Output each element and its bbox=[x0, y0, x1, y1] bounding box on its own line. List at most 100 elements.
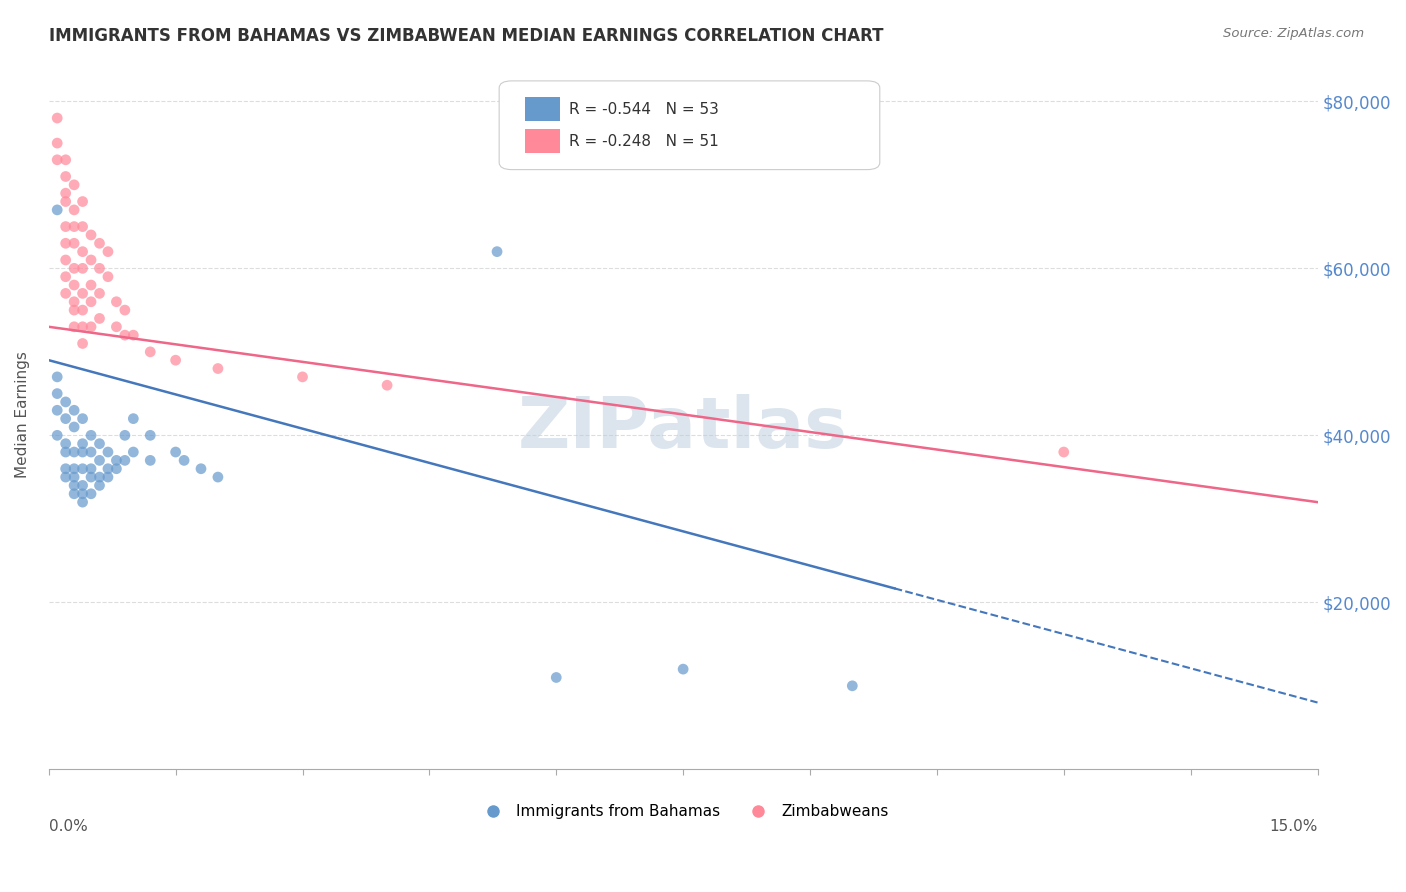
Point bbox=[55, 461, 77, 475]
Point bbox=[55, 436, 77, 450]
Point bbox=[72, 336, 94, 351]
Point bbox=[63, 261, 86, 276]
Point bbox=[46, 428, 69, 442]
Point bbox=[89, 436, 111, 450]
Point bbox=[72, 286, 94, 301]
Point bbox=[114, 303, 136, 318]
Point bbox=[97, 470, 120, 484]
Point bbox=[105, 319, 128, 334]
Bar bbox=[524, 97, 560, 121]
Text: R = -0.248   N = 51: R = -0.248 N = 51 bbox=[569, 134, 718, 149]
Point bbox=[80, 445, 103, 459]
Point bbox=[63, 202, 86, 217]
Point bbox=[89, 261, 111, 276]
Text: 0.0%: 0.0% bbox=[49, 819, 87, 834]
Point bbox=[55, 411, 77, 425]
Point bbox=[80, 278, 103, 293]
Point bbox=[80, 461, 103, 475]
Point bbox=[89, 286, 111, 301]
Point bbox=[55, 445, 77, 459]
Point bbox=[46, 370, 69, 384]
Point bbox=[46, 136, 69, 150]
Point bbox=[122, 445, 145, 459]
Point bbox=[72, 478, 94, 492]
Point bbox=[72, 487, 94, 501]
Point bbox=[55, 395, 77, 409]
Point bbox=[89, 478, 111, 492]
Point bbox=[63, 294, 86, 309]
Point bbox=[89, 453, 111, 467]
Point bbox=[80, 227, 103, 242]
Point bbox=[165, 445, 187, 459]
Point bbox=[89, 311, 111, 326]
Point bbox=[63, 303, 86, 318]
Point bbox=[97, 244, 120, 259]
Point bbox=[546, 671, 568, 685]
Point bbox=[190, 461, 212, 475]
Point bbox=[72, 411, 94, 425]
Point bbox=[105, 461, 128, 475]
Point bbox=[207, 361, 229, 376]
Point bbox=[97, 461, 120, 475]
Point bbox=[80, 487, 103, 501]
Point bbox=[114, 428, 136, 442]
Point bbox=[63, 178, 86, 192]
Point bbox=[72, 495, 94, 509]
Point bbox=[80, 319, 103, 334]
Point bbox=[486, 244, 509, 259]
Point bbox=[63, 278, 86, 293]
Text: Source: ZipAtlas.com: Source: ZipAtlas.com bbox=[1223, 27, 1364, 40]
Point bbox=[72, 261, 94, 276]
Text: IMMIGRANTS FROM BAHAMAS VS ZIMBABWEAN MEDIAN EARNINGS CORRELATION CHART: IMMIGRANTS FROM BAHAMAS VS ZIMBABWEAN ME… bbox=[49, 27, 884, 45]
Point bbox=[105, 453, 128, 467]
Point bbox=[89, 470, 111, 484]
Point bbox=[63, 461, 86, 475]
Point bbox=[72, 445, 94, 459]
Point bbox=[72, 244, 94, 259]
Point bbox=[173, 453, 195, 467]
Point bbox=[63, 219, 86, 234]
Point bbox=[55, 470, 77, 484]
Text: 15.0%: 15.0% bbox=[1270, 819, 1317, 834]
Point bbox=[63, 319, 86, 334]
Point bbox=[80, 470, 103, 484]
Point bbox=[207, 470, 229, 484]
Point bbox=[375, 378, 398, 392]
Point bbox=[55, 186, 77, 201]
Point bbox=[46, 202, 69, 217]
Point bbox=[139, 453, 162, 467]
Point bbox=[1053, 445, 1076, 459]
Bar bbox=[524, 129, 560, 153]
Point bbox=[63, 487, 86, 501]
Point bbox=[55, 269, 77, 284]
Point bbox=[122, 411, 145, 425]
Point bbox=[63, 236, 86, 251]
Point bbox=[63, 478, 86, 492]
Point bbox=[114, 328, 136, 343]
Point bbox=[63, 470, 86, 484]
Point bbox=[63, 420, 86, 434]
Point bbox=[46, 386, 69, 401]
Point bbox=[672, 662, 695, 676]
Point bbox=[63, 445, 86, 459]
Text: ZIPatlas: ZIPatlas bbox=[517, 394, 848, 463]
Point bbox=[89, 236, 111, 251]
Point bbox=[139, 428, 162, 442]
Point bbox=[105, 294, 128, 309]
Text: R = -0.544   N = 53: R = -0.544 N = 53 bbox=[569, 102, 718, 117]
Point bbox=[80, 252, 103, 267]
Point bbox=[122, 328, 145, 343]
Point bbox=[72, 219, 94, 234]
Point bbox=[72, 436, 94, 450]
Point bbox=[139, 344, 162, 359]
Point bbox=[80, 294, 103, 309]
Point bbox=[55, 219, 77, 234]
Point bbox=[72, 303, 94, 318]
FancyBboxPatch shape bbox=[499, 81, 880, 169]
Point bbox=[46, 111, 69, 125]
Point bbox=[55, 286, 77, 301]
Point bbox=[97, 269, 120, 284]
Point bbox=[114, 453, 136, 467]
Point bbox=[46, 403, 69, 417]
Point bbox=[165, 353, 187, 368]
